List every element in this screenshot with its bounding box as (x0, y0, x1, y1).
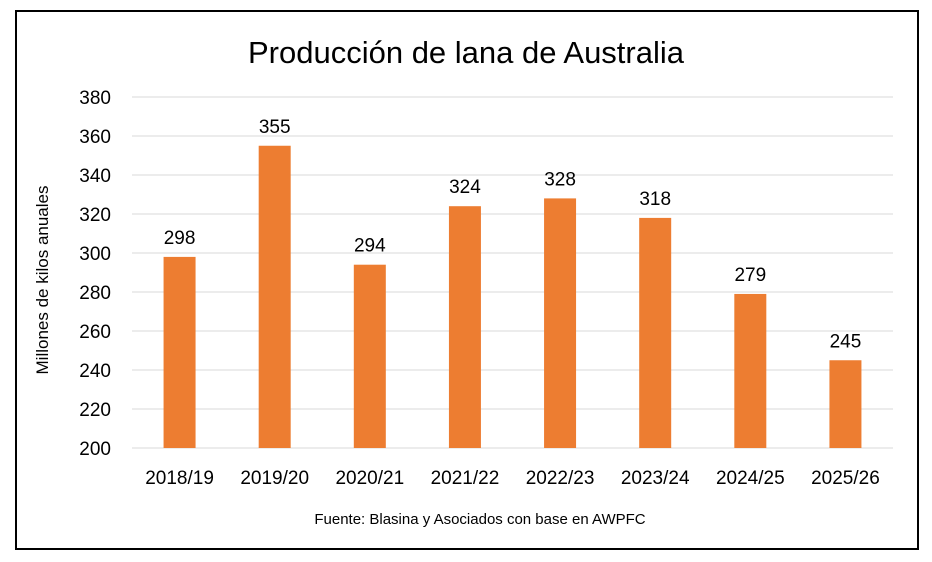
data-label: 324 (449, 177, 481, 198)
bar (734, 293, 767, 448)
y-tick-label: 240 (79, 361, 111, 382)
data-label: 298 (164, 228, 196, 249)
y-tick-label: 300 (79, 244, 111, 265)
y-axis-label: Millones de kilos anuales (33, 186, 52, 375)
bar (639, 217, 672, 448)
x-tick-label: 2020/21 (335, 468, 404, 489)
data-label: 355 (259, 117, 291, 138)
source-note: Fuente: Blasina y Asociados con base en … (314, 511, 645, 528)
x-tick-label: 2024/25 (716, 468, 785, 489)
y-tick-label: 380 (79, 88, 111, 109)
data-label: 294 (354, 236, 386, 257)
x-tick-label: 2025/26 (811, 468, 880, 489)
y-tick-label: 320 (79, 205, 111, 226)
y-tick-label: 200 (79, 439, 111, 460)
y-tick-label: 360 (79, 127, 111, 148)
bar (829, 360, 862, 448)
bars (163, 145, 862, 448)
x-tick-label: 2019/20 (240, 468, 309, 489)
y-tick-label: 260 (79, 322, 111, 343)
bar (448, 206, 481, 448)
y-axis-ticks: 200 220 240 260 280 300 320 340 360 380 (79, 88, 111, 460)
data-label: 318 (639, 189, 671, 210)
bar (353, 264, 386, 448)
data-label: 245 (830, 331, 862, 352)
x-tick-label: 2018/19 (145, 468, 214, 489)
gridlines (132, 96, 893, 449)
bar (544, 198, 577, 448)
y-tick-label: 280 (79, 283, 111, 304)
chart-title: Producción de lana de Australia (248, 35, 685, 70)
data-label: 279 (734, 265, 766, 286)
x-tick-label: 2023/24 (621, 468, 690, 489)
data-label: 328 (544, 169, 576, 190)
bar (258, 145, 291, 448)
y-tick-label: 220 (79, 400, 111, 421)
x-tick-label: 2021/22 (431, 468, 500, 489)
bar (163, 256, 196, 448)
data-labels: 298 355 294 324 328 318 279 245 (164, 117, 862, 353)
y-tick-label: 340 (79, 166, 111, 187)
x-tick-label: 2022/23 (526, 468, 595, 489)
x-axis-ticks: 2018/19 2019/20 2020/21 2021/22 2022/23 2023/… (145, 468, 880, 489)
